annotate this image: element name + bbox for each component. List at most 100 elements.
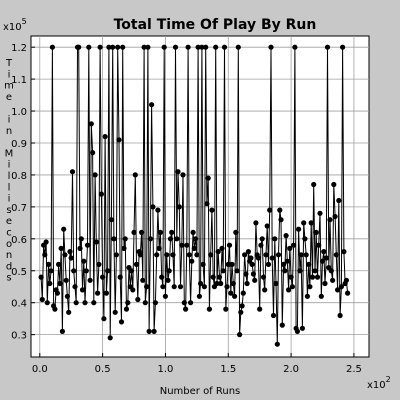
y-label-char: s bbox=[6, 205, 11, 216]
data-point bbox=[324, 44, 331, 50]
data-point bbox=[218, 280, 224, 287]
x-tick-label: 0.5 bbox=[95, 364, 111, 375]
y-tick-label: 1.2 bbox=[11, 43, 27, 54]
y-tick-label: 0.8 bbox=[11, 171, 27, 182]
data-point bbox=[100, 274, 106, 280]
data-point bbox=[193, 236, 199, 242]
data-point bbox=[56, 261, 62, 267]
data-point bbox=[156, 245, 162, 251]
data-point bbox=[162, 293, 168, 299]
data-point bbox=[42, 252, 48, 258]
data-point bbox=[73, 300, 79, 306]
y-label-char: l bbox=[8, 182, 11, 193]
data-point bbox=[160, 284, 166, 290]
data-point bbox=[317, 210, 323, 216]
data-point bbox=[208, 252, 214, 258]
y-label-char: M bbox=[5, 148, 14, 159]
data-point bbox=[184, 242, 190, 248]
data-point bbox=[345, 290, 351, 296]
data-point bbox=[150, 204, 156, 210]
data-point bbox=[82, 300, 88, 306]
data-point bbox=[123, 306, 130, 312]
data-point bbox=[76, 44, 82, 50]
data-point bbox=[117, 274, 123, 280]
data-point bbox=[107, 335, 113, 341]
y-tick-label: 0.3 bbox=[11, 331, 27, 342]
data-point bbox=[327, 217, 333, 223]
data-point bbox=[220, 268, 226, 274]
data-point bbox=[337, 312, 343, 319]
data-point bbox=[91, 300, 97, 306]
data-point bbox=[330, 277, 336, 283]
data-point bbox=[238, 309, 244, 315]
data-point bbox=[170, 252, 176, 258]
data-point bbox=[95, 290, 101, 296]
data-point bbox=[110, 44, 116, 50]
chart-title: Total Time Of Play By Run bbox=[114, 17, 317, 33]
data-point bbox=[287, 245, 293, 251]
data-point bbox=[179, 242, 185, 248]
data-point bbox=[146, 328, 152, 334]
data-point bbox=[49, 44, 56, 50]
data-point bbox=[131, 229, 137, 235]
y-tick-labels: 0.3 0.4 0.5 0.6 0.7 0.8 0.9 1.0 1.1 1.2 bbox=[11, 43, 27, 341]
y-label-char: i bbox=[8, 160, 11, 171]
data-point bbox=[262, 287, 268, 293]
data-point bbox=[155, 207, 161, 213]
y-tick-label: 0.4 bbox=[11, 299, 27, 310]
data-point bbox=[105, 268, 111, 274]
data-point bbox=[292, 44, 298, 50]
data-point bbox=[147, 236, 153, 242]
data-point bbox=[341, 249, 347, 255]
data-point bbox=[223, 306, 229, 312]
data-point bbox=[226, 242, 233, 248]
data-point bbox=[88, 121, 94, 127]
data-point bbox=[336, 197, 342, 204]
data-point bbox=[270, 312, 277, 319]
data-point bbox=[311, 181, 317, 188]
data-point bbox=[321, 249, 327, 255]
data-point bbox=[176, 204, 182, 210]
data-point bbox=[183, 306, 189, 312]
data-point bbox=[284, 258, 290, 264]
data-point bbox=[108, 217, 114, 223]
data-point bbox=[235, 44, 241, 50]
data-point bbox=[44, 300, 50, 306]
data-point bbox=[233, 229, 239, 235]
data-point bbox=[83, 268, 89, 274]
y-label-char: d bbox=[6, 261, 12, 272]
data-point bbox=[116, 137, 122, 143]
data-point bbox=[219, 245, 225, 251]
data-point bbox=[59, 328, 65, 334]
data-point bbox=[283, 233, 289, 239]
data-point bbox=[216, 274, 223, 280]
data-point bbox=[69, 169, 76, 175]
x-tick-label: 2.5 bbox=[346, 364, 362, 375]
data-point bbox=[122, 236, 128, 242]
data-point bbox=[149, 102, 155, 108]
data-point bbox=[274, 341, 280, 347]
data-point bbox=[128, 268, 135, 274]
y-label-char: e bbox=[6, 216, 12, 227]
data-point bbox=[338, 284, 344, 290]
data-point bbox=[332, 213, 338, 220]
data-point bbox=[221, 44, 228, 50]
data-point bbox=[322, 280, 328, 287]
data-point bbox=[63, 277, 69, 283]
data-point bbox=[43, 239, 49, 245]
y-tick-label: 0.7 bbox=[11, 203, 27, 214]
data-point bbox=[101, 316, 107, 322]
data-point bbox=[177, 284, 184, 290]
data-point bbox=[181, 300, 187, 306]
data-point bbox=[137, 252, 143, 258]
data-point bbox=[81, 258, 87, 264]
data-point bbox=[62, 252, 68, 258]
data-point bbox=[103, 290, 109, 296]
y-label-char: l bbox=[8, 171, 11, 182]
data-point bbox=[115, 44, 121, 50]
data-point bbox=[314, 274, 321, 280]
data-point bbox=[255, 255, 261, 261]
data-point bbox=[144, 284, 150, 290]
data-point bbox=[125, 300, 131, 306]
data-point bbox=[296, 226, 302, 232]
